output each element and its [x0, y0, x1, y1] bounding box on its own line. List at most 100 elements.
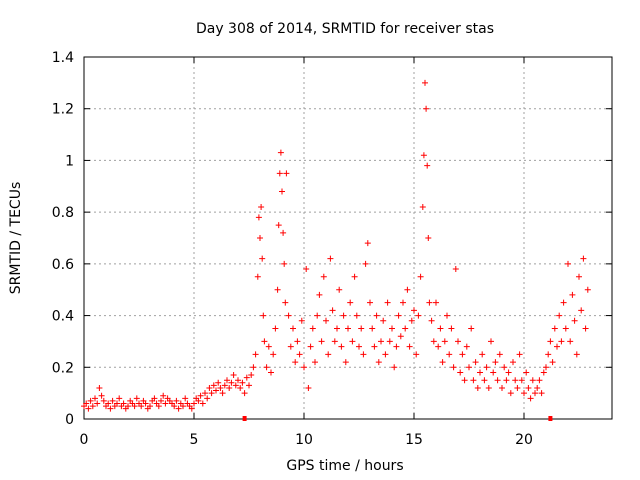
data-point [138, 403, 145, 410]
data-point [395, 312, 402, 319]
data-point [334, 325, 340, 332]
data-point [435, 343, 442, 350]
data-point [437, 325, 444, 332]
baseline-marker [548, 416, 553, 421]
data-point [116, 395, 123, 402]
y-tick-label: 0.8 [52, 205, 74, 221]
data-point [270, 351, 277, 358]
data-point [215, 379, 222, 386]
data-point [280, 229, 287, 236]
data-point [415, 312, 422, 319]
data-point [547, 338, 554, 345]
data-point [351, 273, 358, 280]
data-point [521, 390, 527, 397]
data-point [540, 369, 547, 376]
data-point [534, 384, 541, 391]
data-point [444, 312, 450, 319]
data-point [125, 403, 131, 410]
data-point [569, 291, 576, 298]
data-point [576, 273, 582, 280]
data-point [514, 384, 521, 391]
data-point [347, 299, 354, 306]
data-point [371, 343, 378, 350]
data-point [562, 325, 569, 332]
data-point [584, 286, 591, 293]
data-point [243, 374, 250, 381]
data-point [260, 312, 267, 319]
data-point [378, 338, 384, 345]
data-point [459, 351, 466, 358]
data-point [391, 364, 398, 371]
data-point [255, 214, 262, 221]
data-point [217, 384, 224, 391]
data-point [411, 307, 417, 314]
data-point [309, 325, 316, 332]
data-point [417, 273, 424, 280]
data-point [551, 325, 558, 332]
y-tick-label: 1 [65, 153, 74, 169]
data-point [89, 403, 96, 410]
data-point [202, 390, 208, 397]
data-point [219, 390, 226, 397]
data-point [554, 343, 560, 350]
data-point [224, 377, 230, 384]
data-point [268, 369, 274, 376]
data-point [426, 299, 433, 306]
data-point [573, 351, 580, 358]
data-point [556, 312, 563, 319]
data-point [375, 359, 382, 366]
x-axis-label: GPS time / hours [286, 458, 403, 474]
data-point [560, 299, 567, 306]
data-point [175, 405, 182, 412]
x-tick-label: 15 [405, 432, 423, 448]
data-point [538, 390, 545, 397]
data-point [384, 299, 391, 306]
data-point [516, 351, 523, 358]
data-point [481, 377, 488, 384]
data-point [406, 343, 413, 350]
data-point [199, 400, 206, 407]
data-point [565, 260, 571, 267]
data-point [301, 364, 307, 371]
data-point [463, 343, 470, 350]
data-point [294, 338, 301, 345]
data-point [94, 400, 101, 407]
data-point [182, 395, 189, 402]
data-point [323, 317, 329, 324]
data-point [545, 351, 552, 358]
data-point [232, 382, 239, 389]
data-point [433, 299, 439, 306]
data-point [248, 372, 255, 379]
data-point [314, 312, 321, 319]
axis-ticks: 0 0.2 0.4 0.6 0.8 1 1.2 1.4 0 5 10 15 20 [52, 50, 612, 448]
data-point [213, 387, 219, 394]
data-point [272, 325, 279, 332]
data-point [87, 397, 94, 404]
data-point [281, 260, 288, 267]
y-tick-label: 0.4 [52, 309, 74, 325]
y-axis-label: SRMTID / TECUs [8, 182, 24, 295]
data-point [400, 299, 406, 306]
data-point [226, 384, 233, 391]
data-point [105, 400, 112, 407]
data-point [360, 351, 367, 358]
y-tick-label: 0.2 [52, 360, 74, 376]
data-point [155, 403, 162, 410]
data-point [107, 405, 114, 412]
data-point [151, 395, 158, 402]
data-point [422, 79, 428, 86]
data-point [180, 403, 186, 410]
data-point [327, 255, 334, 262]
data-point [512, 377, 519, 384]
data-point [237, 384, 244, 391]
data-point [221, 382, 228, 389]
data-point [423, 105, 430, 112]
data-point [382, 351, 389, 358]
x-tick-label: 20 [515, 432, 533, 448]
data-point [250, 364, 257, 371]
data-point [419, 203, 426, 210]
data-point [303, 266, 310, 273]
data-point [191, 400, 197, 407]
data-point [230, 372, 237, 379]
